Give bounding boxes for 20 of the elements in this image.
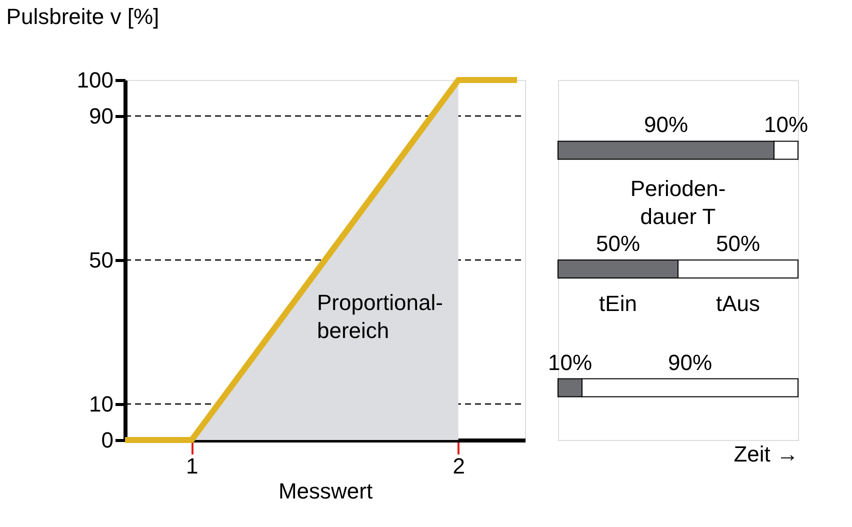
x-tick-label: 2: [452, 454, 465, 478]
data-label: 50%: [596, 231, 640, 256]
annotation: Perioden- dauer T: [630, 176, 726, 230]
y-tick-label: 10: [89, 392, 114, 416]
annotation: tAus: [716, 291, 760, 316]
annotation: Proportional- bereich: [317, 290, 443, 344]
data-label: 10%: [548, 350, 592, 375]
y-tick-label: 50: [89, 248, 114, 272]
annotation: tEin: [599, 291, 637, 316]
data-label: 90%: [644, 112, 688, 138]
data-label: 50%: [716, 231, 760, 256]
x-tick-label: 1: [186, 454, 198, 478]
data-label: 90%: [668, 350, 712, 375]
y-tick-label: 90: [89, 104, 114, 128]
y-tick-label: 100: [76, 68, 114, 92]
y-axis-title: Pulsbreite v [%]: [6, 4, 160, 29]
y-tick-label: 0: [101, 428, 114, 452]
data-label: 10%: [764, 112, 808, 138]
x-axis-title: Zeit →: [734, 442, 798, 466]
x-axis-title: Messwert: [278, 478, 373, 504]
